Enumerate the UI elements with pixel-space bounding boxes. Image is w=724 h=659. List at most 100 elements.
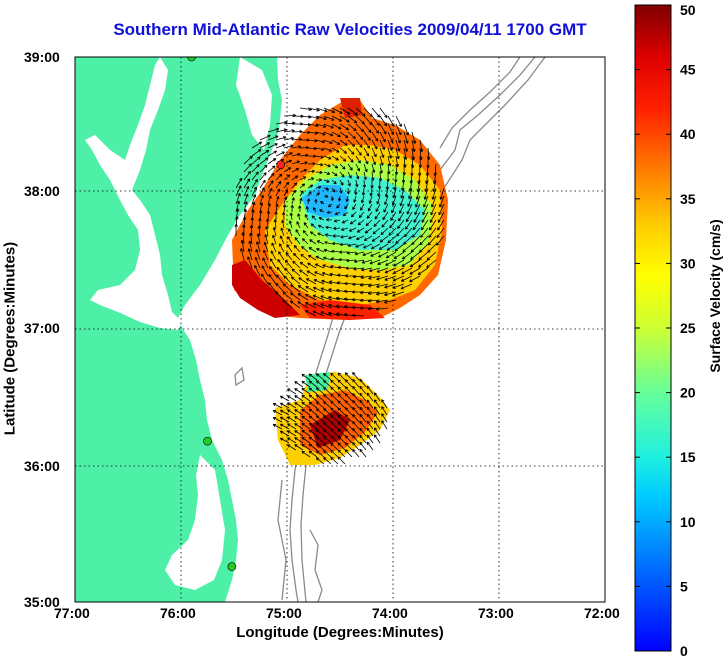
velocity-arrow <box>316 248 325 253</box>
velocity-arrow <box>240 239 245 253</box>
velocity-arrow <box>287 409 297 416</box>
velocity-arrow <box>384 187 389 198</box>
velocity-arrow <box>344 442 353 451</box>
velocity-arrow <box>366 406 374 416</box>
velocity-arrow <box>354 187 358 195</box>
velocity-arrow <box>413 211 421 223</box>
velocity-arrow <box>373 399 381 409</box>
velocity-arrow <box>340 235 349 239</box>
outer-banks-north-station <box>203 436 212 446</box>
velocity-arrow <box>379 107 388 119</box>
velocity-arrow <box>359 399 367 409</box>
velocity-arrow <box>379 163 383 174</box>
velocity-arrow <box>373 427 381 437</box>
velocity-arrow <box>371 139 378 150</box>
velocity-arrow <box>352 372 360 381</box>
velocity-arrow <box>308 450 318 458</box>
velocity-arrow <box>312 294 325 301</box>
velocity-arrow <box>279 409 290 416</box>
velocity-arrow <box>271 242 277 253</box>
velocity-arrow <box>266 210 271 221</box>
velocity-arrow <box>282 299 293 309</box>
grid-lines <box>75 57 605 602</box>
velocity-arrow <box>359 413 367 423</box>
velocity-arrow <box>275 196 280 205</box>
velocity-arrow <box>381 219 389 228</box>
velocity-arrow <box>373 413 381 423</box>
velocity-arrow <box>352 274 365 279</box>
velocity-arrow <box>315 387 325 395</box>
colorbar-tick-label: 10 <box>680 514 696 530</box>
velocity-arrow <box>326 218 333 222</box>
velocity-arrow <box>369 259 381 265</box>
velocity-arrow <box>294 437 304 444</box>
velocity-arrow <box>429 211 437 223</box>
velocity-arrow <box>355 147 362 156</box>
velocity-arrow <box>407 195 413 207</box>
delaware-bay <box>236 57 272 150</box>
velocity-arrow <box>287 437 297 444</box>
velocity-arrow <box>420 219 429 231</box>
velocity-arrow <box>331 147 340 153</box>
velocity-arrow <box>346 258 357 263</box>
velocity-arrow <box>243 193 249 205</box>
velocity-arrow <box>323 163 331 168</box>
velocity-arrow <box>355 179 359 188</box>
velocity-arrow <box>234 223 238 237</box>
velocity-arrow <box>353 259 365 264</box>
velocity-arrow <box>273 219 277 229</box>
velocity-arrow <box>347 171 352 179</box>
velocity-arrow <box>307 139 318 143</box>
velocity-arrow <box>395 123 402 136</box>
velocity-arrow <box>303 222 309 229</box>
velocity-arrow <box>365 219 373 227</box>
velocity-arrow <box>375 307 389 311</box>
velocity-arrow <box>392 267 405 274</box>
velocity-arrow <box>344 379 353 388</box>
velocity-arrow <box>301 443 311 451</box>
velocity-arrow <box>337 379 346 388</box>
velocity-arrow <box>294 395 304 402</box>
velocity-arrow <box>315 450 325 458</box>
velocity-arrow <box>319 209 325 213</box>
velocity-arrow <box>299 197 303 205</box>
velocity-arrow <box>436 227 445 239</box>
velocity-arrow <box>263 241 269 253</box>
velocity-arrow <box>308 373 318 381</box>
velocity-arrow <box>263 249 269 261</box>
velocity-arrow <box>371 155 376 166</box>
velocity-arrow <box>337 195 342 202</box>
velocity-arrow <box>251 149 262 157</box>
velocity-arrow <box>322 264 333 269</box>
velocity-arrow <box>272 226 277 237</box>
velocity-arrow <box>312 207 317 213</box>
velocity-arrow <box>366 413 374 423</box>
velocity-arrow <box>377 187 381 197</box>
velocity-arrow <box>350 211 357 218</box>
velocity-arrow <box>255 249 261 261</box>
velocity-arrow <box>320 303 333 309</box>
velocity-arrow <box>315 394 325 402</box>
velocity-arrow <box>323 256 333 261</box>
velocity-arrow <box>305 293 317 301</box>
velocity-arrow <box>282 283 293 293</box>
velocity-arrow <box>430 203 437 216</box>
velocity-arrow <box>289 212 294 221</box>
velocity-arrow <box>421 211 429 223</box>
velocity-arrow <box>235 177 243 189</box>
velocity-arrow <box>308 443 318 451</box>
velocity-arrow <box>363 123 372 133</box>
velocity-arrow <box>403 139 409 152</box>
velocity-arrow <box>393 251 405 259</box>
velocity-arrow <box>366 427 374 437</box>
velocity-arrow <box>285 252 293 261</box>
velocity-arrow <box>283 159 293 165</box>
velocity-arrow <box>315 401 325 409</box>
velocity-arrow <box>437 219 445 231</box>
velocity-arrow <box>340 227 349 231</box>
velocity-arrow <box>344 386 353 395</box>
velocity-arrow <box>243 170 251 181</box>
velocity-arrow <box>275 143 286 149</box>
x-tick-label: 73:00 <box>478 605 514 621</box>
velocity-arrow <box>337 414 346 423</box>
